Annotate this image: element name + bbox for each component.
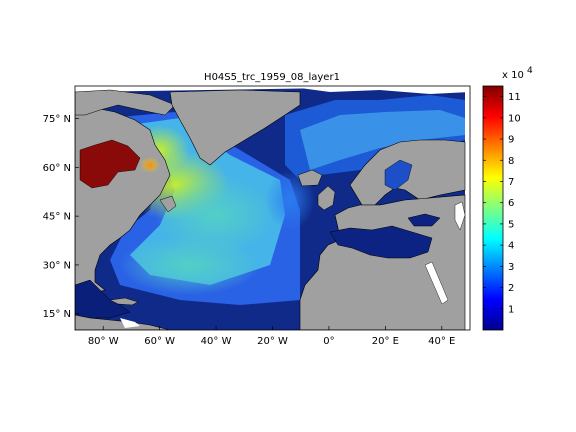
y-tick-label: 60° N [43, 163, 71, 174]
colorbar-multiplier-base: x 10 [502, 70, 524, 81]
map-panel [75, 86, 470, 330]
x-tick-label: 60° W [144, 336, 175, 347]
iceland-land [297, 169, 323, 187]
y-tick-label: 30° N [43, 260, 71, 271]
y-tick-label: 75° N [43, 114, 71, 125]
subtropical-glow [120, 235, 260, 295]
x-tick-label: 80° W [88, 336, 119, 347]
colorbar-tick-label: 1 [508, 304, 514, 315]
colorbar-ticks: 1 2 3 4 5 6 7 8 9 10 11 [483, 92, 521, 315]
canadian-arctic-land [75, 89, 176, 116]
hudson-strait-hotspot [140, 157, 160, 173]
colorbar-multiplier-exp: 4 [527, 66, 533, 76]
central-atlantic-glow [155, 175, 275, 255]
hudson-bay-hotspot [79, 139, 141, 189]
arctic-no-data [75, 86, 470, 94]
colorbar-tick-label: 2 [508, 283, 514, 294]
colorbar-tick-label: 3 [508, 262, 514, 273]
x-tick-label: 0° [323, 336, 334, 347]
caribbean-islands [109, 297, 139, 306]
eurasia-africa-land [299, 194, 466, 330]
x-axis: 80° W 60° W 40° W 20° W 0° 20° E 40° E [88, 326, 455, 347]
colorbar-tick-label: 7 [508, 177, 514, 188]
x-tick-label: 40° E [428, 336, 455, 347]
southern-no-data [120, 318, 140, 328]
x-tick-label: 20° W [257, 336, 288, 347]
x-tick-label: 20° E [372, 336, 399, 347]
colorbar: 1 2 3 4 5 6 7 8 9 10 11 x 10 4 [482, 66, 533, 331]
colorbar-multiplier: x 10 4 [502, 66, 533, 81]
nordic-seas-cyan [300, 110, 465, 170]
map-title: H04S5_trc_1959_08_layer1 [204, 72, 340, 83]
newfoundland-land [159, 195, 177, 213]
y-axis: 75° N 60° N 45° N 30° N 15° N [43, 114, 79, 320]
colorbar-tick-label: 10 [508, 113, 521, 124]
y-tick-label: 45° N [43, 212, 71, 223]
colorbar-tick-label: 8 [508, 156, 514, 167]
black-sea [407, 213, 441, 227]
colorbar-tick-label: 6 [508, 198, 514, 209]
british-isles-land [317, 185, 336, 211]
x-tick-label: 40° W [201, 336, 232, 347]
mediterranean-sea [329, 225, 433, 259]
y-tick-label: 15° N [43, 309, 71, 320]
baltic-sea [384, 159, 413, 191]
red-sea [424, 261, 449, 305]
colorbar-tick-label: 9 [508, 135, 514, 146]
colorbar-tick-label: 11 [508, 92, 521, 103]
colorbar-ramp [482, 85, 504, 331]
greenland-land [169, 89, 301, 166]
colorbar-tick-label: 4 [508, 241, 514, 252]
caspian-sea [454, 201, 466, 231]
colorbar-tick-label: 5 [508, 219, 514, 230]
